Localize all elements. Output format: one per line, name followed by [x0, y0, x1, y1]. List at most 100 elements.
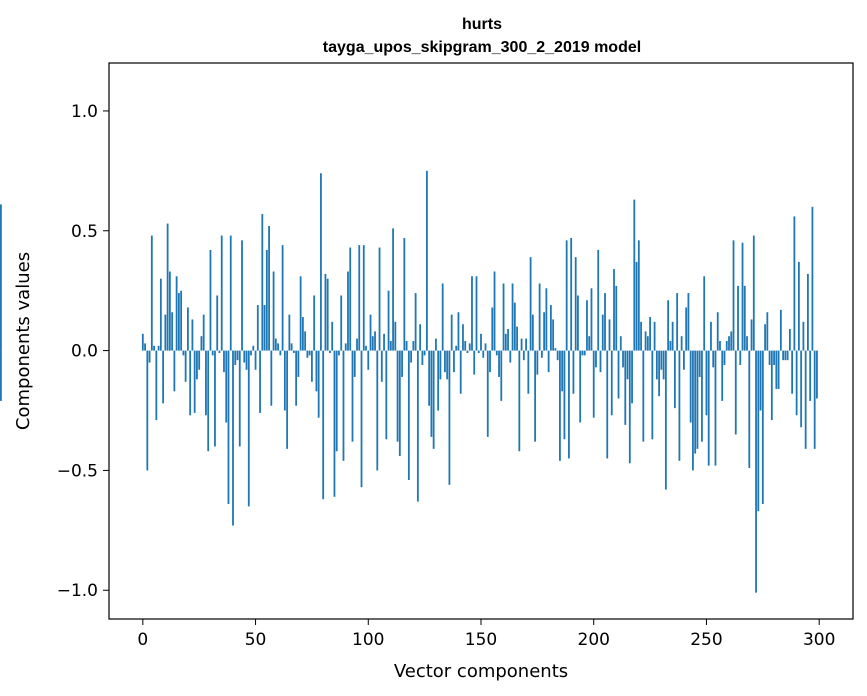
bar: [191, 319, 194, 351]
bar: [396, 350, 399, 442]
bar: [333, 350, 336, 497]
bar: [622, 350, 624, 368]
bar: [356, 338, 358, 351]
bar: [288, 314, 291, 351]
bar: [707, 350, 710, 466]
bar: [680, 336, 683, 351]
bar: [599, 350, 602, 373]
bar: [667, 300, 670, 351]
bar: [782, 350, 785, 361]
bar: [761, 350, 764, 504]
bar: [685, 307, 688, 351]
bar: [500, 350, 503, 401]
bar: [214, 350, 216, 447]
bar: [692, 350, 694, 471]
bar: [245, 350, 248, 370]
bar: [290, 343, 293, 351]
bar: [676, 293, 679, 351]
bar: [177, 293, 180, 351]
bar: [664, 350, 667, 490]
bar: [547, 350, 550, 373]
bar: [513, 302, 516, 351]
bar: [453, 350, 455, 373]
bar: [304, 331, 307, 351]
bar: [482, 350, 485, 358]
bar: [779, 309, 782, 351]
bar: [613, 269, 615, 351]
bar: [295, 350, 298, 406]
bar: [804, 350, 807, 449]
bar: [360, 350, 363, 488]
bar: [549, 305, 552, 351]
bar: [405, 341, 408, 351]
bar: [184, 350, 187, 382]
bar: [660, 350, 663, 370]
bar: [362, 245, 365, 351]
bar: [365, 345, 367, 351]
bar: [493, 271, 496, 351]
bar: [376, 350, 379, 471]
x-tick-label: 100: [352, 630, 384, 650]
bar: [554, 348, 557, 351]
bar: [320, 173, 322, 351]
bar: [486, 350, 489, 437]
bar: [281, 245, 284, 351]
bar: [495, 350, 498, 356]
bar: [378, 247, 381, 351]
bar: [802, 321, 805, 351]
bar: [586, 300, 588, 351]
bar: [216, 295, 219, 351]
y-tick-label: −1.0: [57, 581, 98, 601]
x-tick-label: 50: [245, 630, 267, 650]
bar: [755, 350, 757, 593]
bar: [380, 350, 383, 382]
bar: [148, 350, 151, 363]
bars-group: [0, 170, 818, 593]
bar: [710, 321, 712, 351]
bar: [689, 350, 692, 423]
bar: [732, 240, 735, 351]
bar: [610, 350, 613, 416]
bar: [385, 350, 388, 440]
bar: [520, 338, 523, 351]
bar: [437, 350, 440, 411]
bar: [658, 350, 661, 397]
bar: [301, 317, 304, 351]
bar: [166, 223, 169, 351]
bar: [141, 333, 144, 351]
bar: [673, 350, 676, 409]
bar: [306, 350, 309, 358]
bar: [809, 350, 812, 401]
bar: [797, 261, 800, 351]
x-axis-label: Vector components: [394, 661, 568, 682]
bar: [394, 321, 397, 351]
bar: [315, 350, 318, 392]
bar: [563, 350, 566, 440]
bar: [416, 350, 419, 502]
bar: [552, 319, 555, 351]
bar: [171, 312, 174, 351]
bar: [283, 350, 286, 411]
plot-frame: [108, 62, 854, 620]
bar: [263, 305, 266, 351]
bar: [403, 237, 406, 351]
bar: [516, 326, 518, 351]
bar: [322, 350, 325, 500]
y-tick-label: 0.5: [71, 222, 98, 242]
bar: [272, 271, 275, 351]
bar: [491, 307, 494, 351]
bar: [579, 350, 582, 423]
bar: [374, 331, 376, 351]
bar: [389, 341, 392, 351]
bar: [606, 350, 609, 459]
bar: [457, 312, 460, 351]
bar: [254, 350, 257, 370]
bar: [299, 276, 302, 351]
bar: [773, 350, 775, 365]
bar: [209, 249, 212, 351]
bar: [540, 350, 543, 358]
bar: [741, 242, 744, 351]
bar: [471, 276, 473, 351]
bar: [335, 350, 338, 452]
bar: [200, 336, 203, 351]
